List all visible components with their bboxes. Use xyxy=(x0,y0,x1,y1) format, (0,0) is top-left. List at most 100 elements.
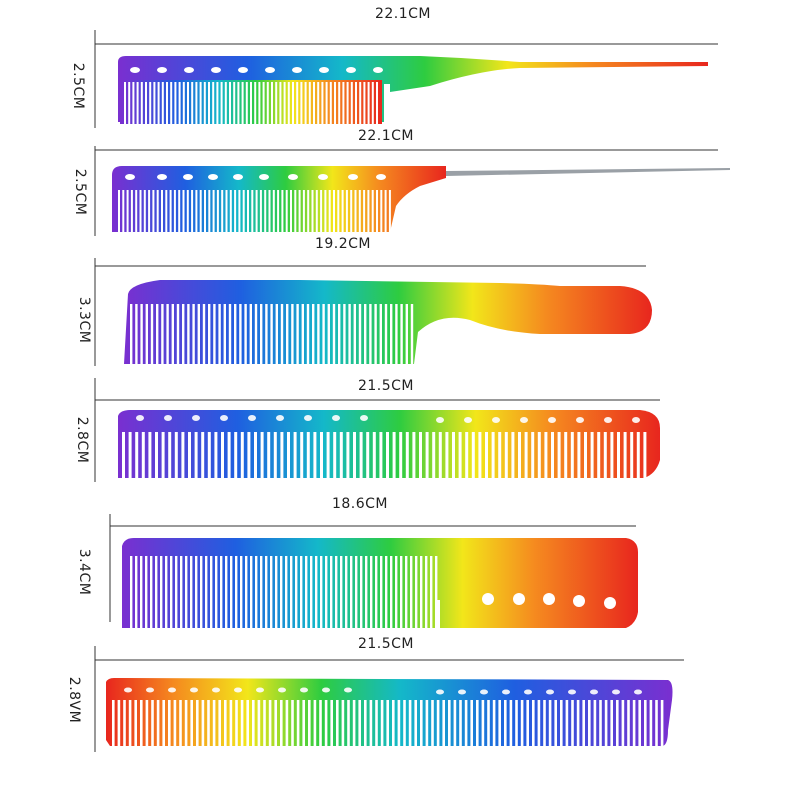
tooth-gap xyxy=(330,556,333,632)
tooth-gap xyxy=(254,432,257,482)
tooth-gap xyxy=(317,82,320,126)
tooth-gap xyxy=(498,432,502,482)
tooth-gap xyxy=(275,82,278,126)
tooth-gap xyxy=(364,700,367,750)
tooth-gap xyxy=(492,700,496,750)
tooth-gap xyxy=(235,556,238,632)
tooth-gap xyxy=(296,82,299,126)
tooth-gap xyxy=(250,82,252,126)
tooth-gap xyxy=(346,82,349,126)
tooth-gap xyxy=(240,556,243,632)
tooth-gap xyxy=(245,82,248,126)
tooth-gap xyxy=(420,556,423,632)
tooth-gap xyxy=(548,700,552,750)
tooth-gap xyxy=(207,700,210,750)
tooth-gap xyxy=(195,82,198,126)
tooth-gap xyxy=(166,82,168,126)
tooth-gap xyxy=(272,190,275,236)
tooth-gap xyxy=(476,700,479,750)
tooth-gap xyxy=(145,700,149,750)
tooth-gap xyxy=(400,304,403,368)
tooth-gap xyxy=(380,190,383,236)
tooth-gap xyxy=(630,432,634,482)
tooth-gap xyxy=(363,82,366,126)
tooth-gap xyxy=(140,556,143,632)
tooth-gap xyxy=(306,432,310,482)
tooth-gap xyxy=(122,190,125,236)
tooth-gap xyxy=(410,304,414,368)
tooth-gap xyxy=(334,82,336,126)
tooth-gap xyxy=(156,304,159,368)
tooth-gap xyxy=(366,432,370,482)
tooth-gap xyxy=(254,304,258,368)
tooth-gap xyxy=(543,700,546,750)
tooth-gap xyxy=(135,304,138,368)
tooth-gap xyxy=(182,304,185,368)
tooth-gap xyxy=(218,304,221,368)
tooth-gap xyxy=(367,190,370,236)
tooth-gap xyxy=(224,700,227,750)
tooth-gap xyxy=(491,432,495,482)
tooth-gap xyxy=(419,432,422,482)
tooth-gap xyxy=(201,700,205,750)
comb-5-width-label: 18.6CM xyxy=(331,496,389,512)
tooth-gap xyxy=(339,432,343,482)
tooth-gap xyxy=(204,190,206,236)
tooth-gap xyxy=(544,432,548,482)
tooth-gap xyxy=(408,700,412,750)
tooth-gap xyxy=(360,556,363,632)
tooth-gap xyxy=(150,556,153,632)
tooth-gap xyxy=(130,304,133,368)
tooth-gap xyxy=(123,700,126,750)
tooth-gap xyxy=(638,700,641,750)
tooth-gap xyxy=(135,190,138,236)
tooth-gap xyxy=(135,432,139,482)
comb-5-height-label: 3.4CM xyxy=(76,548,92,596)
tooth-gap xyxy=(155,556,158,632)
tooth-gap xyxy=(201,432,205,482)
tooth-gap xyxy=(170,82,173,126)
tooth-gap xyxy=(386,432,389,482)
tooth-gap xyxy=(333,432,337,482)
tooth-gap xyxy=(270,304,273,368)
tooth-gap xyxy=(188,432,191,482)
tooth-gap xyxy=(139,190,142,236)
tooth-gap xyxy=(212,82,215,126)
comb-3-width-label: 19.2CM xyxy=(314,236,372,252)
tooth-gap xyxy=(175,556,178,632)
tooth-gap xyxy=(265,304,268,368)
tooth-gap xyxy=(191,190,194,236)
tooth-gap xyxy=(390,304,393,368)
tooth-gap xyxy=(190,700,193,750)
comb-5 xyxy=(109,514,638,632)
tooth-gap xyxy=(268,190,271,236)
tooth-gap xyxy=(537,432,541,482)
comb-2-width-label: 22.1CM xyxy=(357,128,415,144)
comb-4-width-label: 21.5CM xyxy=(357,378,415,394)
tooth-gap xyxy=(345,190,348,236)
tooth-gap xyxy=(266,82,269,126)
tooth-gap xyxy=(216,190,219,236)
tooth-gap xyxy=(504,700,507,750)
tooth-gap xyxy=(161,304,164,368)
tooth-gap xyxy=(145,304,148,368)
tooth-gap xyxy=(315,556,318,632)
tooth-gap xyxy=(300,432,304,482)
comb-4 xyxy=(94,378,660,482)
tooth-gap xyxy=(185,556,188,632)
tooth-gap xyxy=(325,556,328,632)
tooth-gap xyxy=(526,700,529,750)
tooth-gap xyxy=(432,432,436,482)
tooth-gap xyxy=(264,190,267,236)
tooth-gap xyxy=(371,82,374,126)
tooth-gap xyxy=(122,432,125,482)
tooth-gap xyxy=(537,700,541,750)
tooth-gap xyxy=(369,700,373,750)
tooth-gap xyxy=(141,432,145,482)
tooth-gap xyxy=(260,432,264,482)
tooth-gap xyxy=(260,556,263,632)
tooth-gap xyxy=(161,82,164,126)
tooth-gap xyxy=(617,432,620,482)
tooth-gap xyxy=(249,304,252,368)
